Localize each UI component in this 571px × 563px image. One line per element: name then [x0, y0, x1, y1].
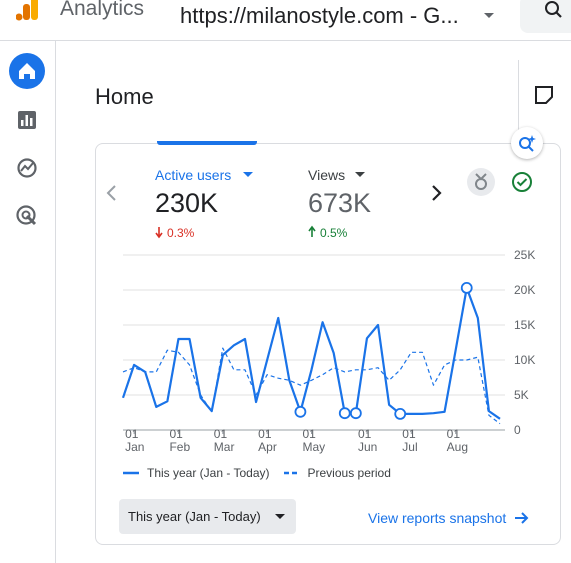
- y-tick-label: 15K: [514, 318, 535, 332]
- search-button[interactable]: [520, 0, 571, 33]
- reports-link-text: View reports snapshot: [368, 510, 507, 526]
- previous-line: [122, 347, 501, 425]
- x-tick-label: 01 Feb: [169, 427, 191, 454]
- card: [95, 143, 561, 545]
- date-range-button[interactable]: This year (Jan - Today): [119, 499, 296, 534]
- metric-change: 0.5%: [320, 226, 348, 240]
- dropdown-icon: [355, 172, 365, 177]
- x-tick-label: 01 Jul: [402, 427, 418, 454]
- page-title: Home: [95, 84, 154, 109]
- prev-arrow[interactable]: [104, 184, 120, 202]
- y-tick-label: 0: [514, 423, 521, 437]
- y-tick-label: 25K: [514, 248, 535, 262]
- legend: This year (Jan - Today) Previous period: [123, 466, 397, 480]
- x-tick-label: 01 Apr: [258, 427, 277, 454]
- metric-label[interactable]: Active users: [155, 167, 232, 183]
- insights-button[interactable]: [511, 127, 543, 159]
- anomaly-marker: [394, 407, 407, 420]
- notes-icon[interactable]: [533, 84, 555, 106]
- metric-label[interactable]: Views: [308, 167, 346, 183]
- y-tick-label: 20K: [514, 283, 535, 297]
- legend-label: This year (Jan - Today): [147, 466, 270, 480]
- sidebar: [0, 41, 56, 563]
- current-line: [121, 286, 501, 420]
- legend-swatch: [123, 471, 139, 475]
- y-tick-label: 5K: [514, 388, 529, 402]
- tab-indicator: [157, 141, 257, 145]
- x-tick-label: 01 Aug: [446, 427, 468, 454]
- product-name: Analytics: [60, 0, 145, 20]
- date-range-text: This year (Jan - Today): [128, 509, 261, 524]
- x-tick-label: 01 Jun: [357, 427, 378, 454]
- x-tick-label: 01 Mar: [213, 427, 235, 454]
- next-arrow[interactable]: [429, 184, 445, 202]
- change-arrow: [155, 227, 163, 239]
- nav-icons[interactable]: [0, 41, 55, 241]
- x-tick-label: 01 May: [302, 427, 326, 454]
- x-tick-label: 01 Jan: [125, 427, 145, 454]
- metric-change: 0.3%: [167, 226, 195, 240]
- anomaly-marker: [460, 281, 473, 294]
- check-icon[interactable]: [508, 168, 536, 196]
- legend-swatch: [283, 471, 300, 475]
- change-arrow: [308, 225, 316, 237]
- property-selector[interactable]: https://milanostyle.com - G...: [180, 3, 459, 28]
- metric-value: 230K: [155, 188, 219, 218]
- y-tick-label: 10K: [514, 353, 535, 367]
- anomaly-marker: [349, 407, 362, 420]
- divider: [518, 60, 519, 130]
- top-bar: Analytics https://milanostyle.com - G...: [0, 0, 571, 41]
- metric-value: 673K: [308, 188, 372, 218]
- dropdown-icon: [243, 172, 253, 177]
- badge-icon[interactable]: [466, 167, 496, 197]
- anomaly-marker: [294, 405, 307, 418]
- dropdown-icon[interactable]: [482, 11, 496, 21]
- anomaly-marker: [338, 407, 351, 420]
- legend-label: Previous period: [307, 466, 391, 480]
- reports-link[interactable]: View reports snapshot: [368, 510, 532, 526]
- logo: [16, 0, 38, 21]
